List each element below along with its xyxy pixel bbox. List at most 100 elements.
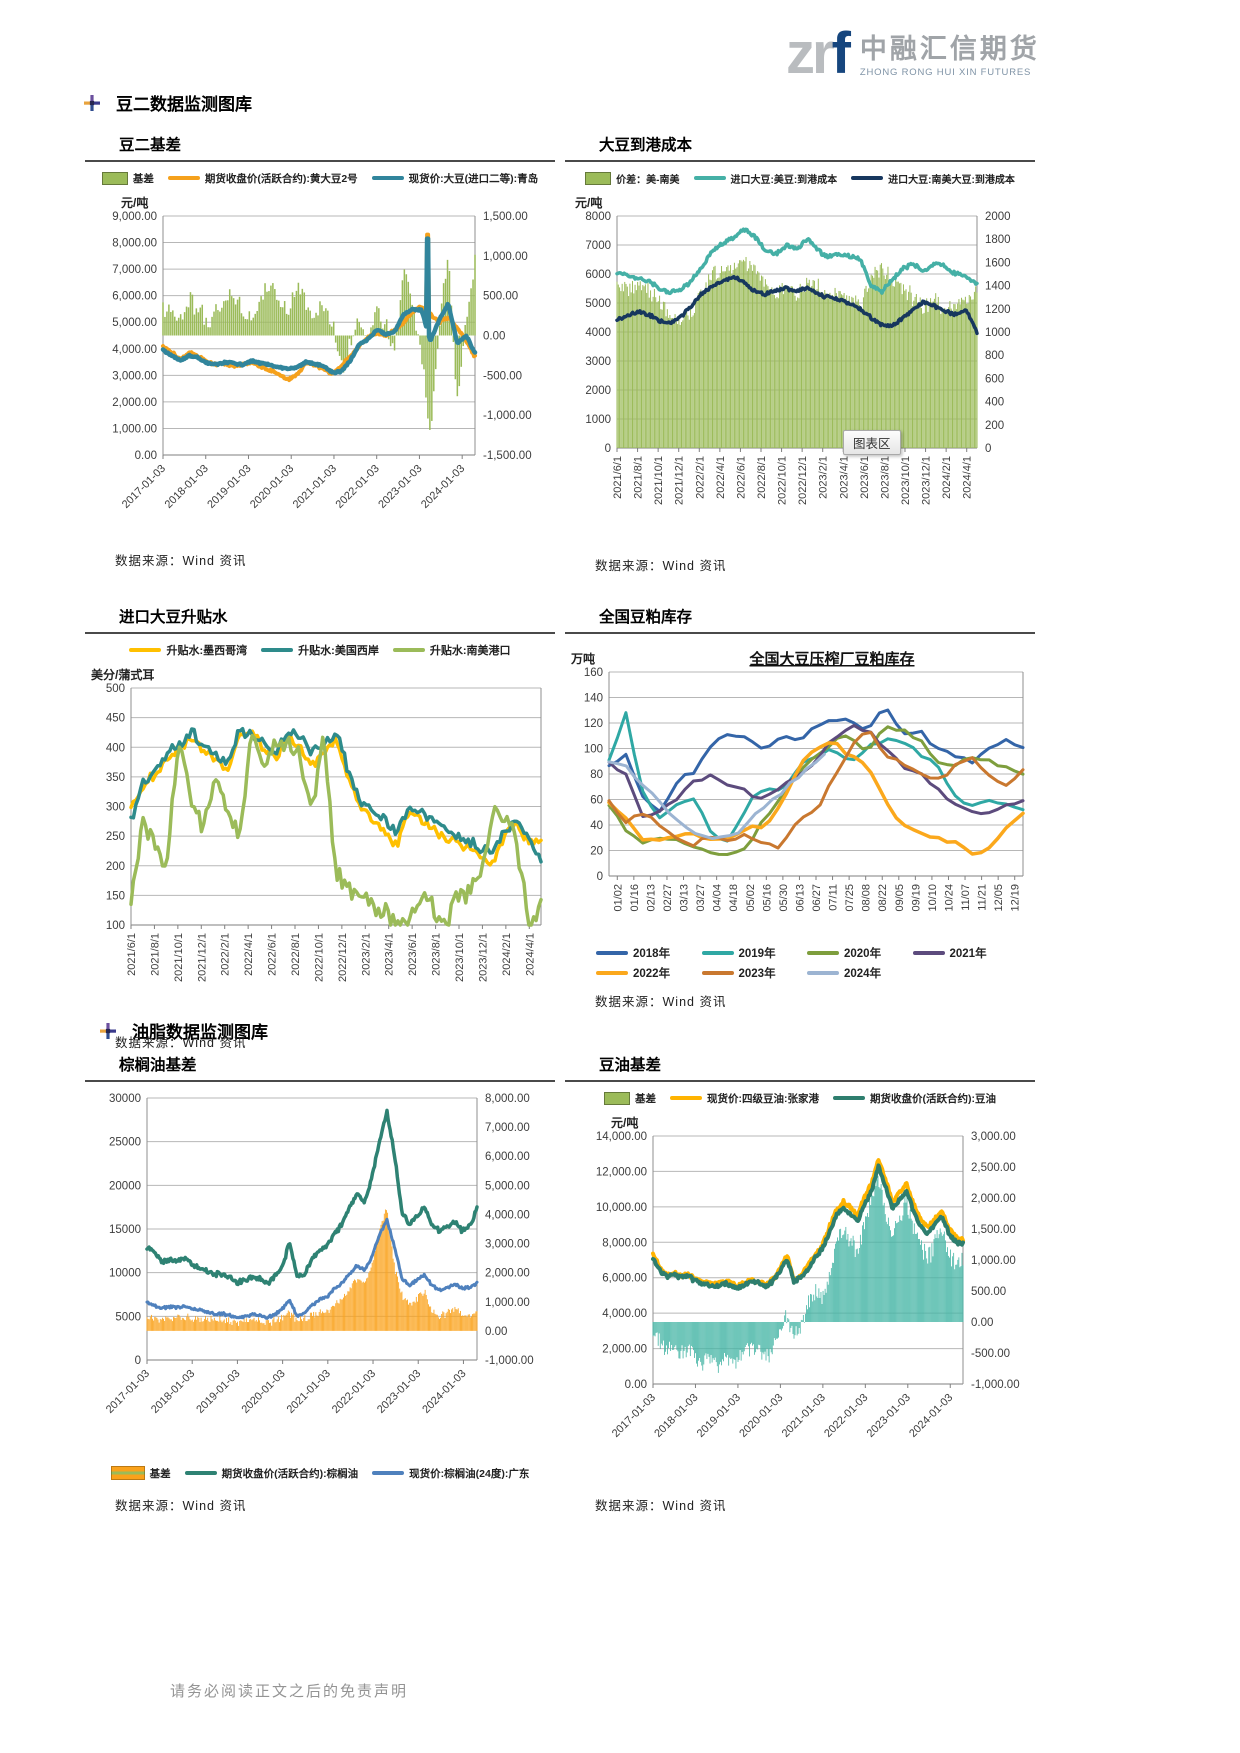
legend-item: 2022年 bbox=[596, 965, 688, 981]
svg-text:6000: 6000 bbox=[585, 269, 611, 281]
svg-text:2000: 2000 bbox=[985, 211, 1011, 223]
legend-item: 现货价:棕榈油(24度):广东 bbox=[372, 1466, 529, 1481]
chart-title: 棕榈油基差 bbox=[119, 1057, 197, 1074]
legend-swatch-icon bbox=[693, 176, 726, 180]
legend-label: 基差 bbox=[635, 1092, 656, 1105]
svg-text:07/25: 07/25 bbox=[844, 884, 856, 912]
svg-text:2024-01-03: 2024-01-03 bbox=[420, 1368, 468, 1416]
svg-text:2017-01-03: 2017-01-03 bbox=[120, 463, 168, 511]
svg-text:04/04: 04/04 bbox=[712, 884, 724, 912]
svg-text:2022/10/1: 2022/10/1 bbox=[313, 933, 325, 982]
svg-text:2021/10/1: 2021/10/1 bbox=[173, 933, 185, 982]
svg-text:600: 600 bbox=[985, 373, 1004, 385]
legend-item: 基差 bbox=[604, 1091, 656, 1106]
logo-zr: zr bbox=[786, 21, 835, 86]
svg-text:元/吨: 元/吨 bbox=[611, 1115, 638, 1130]
legend-item: 基差 bbox=[110, 1466, 171, 1481]
svg-text:2023/8/1: 2023/8/1 bbox=[879, 456, 891, 499]
svg-text:0.00: 0.00 bbox=[135, 450, 157, 462]
chart-title: 全国豆粕库存 bbox=[599, 609, 693, 626]
section-bullet-icon bbox=[84, 94, 100, 111]
legend-item: 2020年 bbox=[807, 945, 899, 961]
svg-text:8,000.00: 8,000.00 bbox=[112, 238, 157, 250]
svg-text:400: 400 bbox=[985, 397, 1004, 409]
legend-swatch-icon bbox=[807, 951, 839, 955]
chart-legend: 基差 现货价:四级豆油:张家港 期货收盘价(活跃合约):豆油 bbox=[565, 1086, 1035, 1110]
svg-text:40: 40 bbox=[590, 820, 603, 832]
svg-text:2,000.00: 2,000.00 bbox=[971, 1193, 1016, 1205]
svg-text:2023/4/1: 2023/4/1 bbox=[838, 456, 850, 499]
svg-text:0.00: 0.00 bbox=[483, 331, 505, 343]
legend-label: 2022年 bbox=[633, 968, 671, 980]
svg-text:10/10: 10/10 bbox=[927, 884, 939, 912]
svg-text:2019-01-03: 2019-01-03 bbox=[194, 1368, 242, 1416]
svg-text:2024-01-03: 2024-01-03 bbox=[907, 1392, 955, 1440]
disclaimer-note: 请务必阅读正文之后的免责声明 bbox=[170, 1683, 409, 1700]
legend-swatch-icon bbox=[670, 1096, 702, 1100]
chart-title: 进口大豆升贴水 bbox=[119, 609, 228, 626]
legend-label: 2019年 bbox=[738, 948, 776, 960]
svg-text:100: 100 bbox=[106, 920, 125, 932]
chart-block-dou2-basis: 豆二基差 基差 期货收盘价(活跃合约):黄大豆2号 现货价:大豆(进口二等):青岛 0… bbox=[85, 133, 555, 569]
legend-swatch-icon bbox=[596, 951, 628, 955]
legend-item: 现货价:大豆(进口二等):青岛 bbox=[371, 171, 538, 186]
legend-swatch-icon bbox=[604, 1091, 630, 1105]
svg-text:2023/12/1: 2023/12/1 bbox=[477, 933, 489, 982]
svg-text:2024/4/1: 2024/4/1 bbox=[524, 933, 536, 976]
svg-text:1,000.00: 1,000.00 bbox=[485, 1297, 530, 1309]
svg-text:5,000.00: 5,000.00 bbox=[112, 317, 157, 329]
svg-text:05/16: 05/16 bbox=[761, 884, 773, 912]
svg-text:2022-01-03: 2022-01-03 bbox=[822, 1392, 870, 1440]
svg-text:2023/12/1: 2023/12/1 bbox=[921, 456, 933, 505]
svg-text:20000: 20000 bbox=[109, 1180, 141, 1192]
svg-text:2023/8/1: 2023/8/1 bbox=[431, 933, 443, 976]
legend-item: 升贴水:美国西岸 bbox=[261, 642, 379, 658]
svg-text:2021-01-03: 2021-01-03 bbox=[291, 463, 339, 511]
svg-text:-1,000.00: -1,000.00 bbox=[485, 1355, 534, 1367]
svg-text:05/30: 05/30 bbox=[778, 884, 790, 912]
svg-text:2023/4/1: 2023/4/1 bbox=[384, 933, 396, 976]
svg-text:08/08: 08/08 bbox=[861, 884, 873, 912]
legend-label: 现货价:四级豆油:张家港 bbox=[707, 1092, 819, 1105]
title-rule bbox=[565, 1080, 1035, 1082]
svg-text:08/22: 08/22 bbox=[877, 884, 889, 912]
svg-text:6,000.00: 6,000.00 bbox=[485, 1151, 530, 1163]
svg-text:0: 0 bbox=[597, 871, 603, 883]
svg-text:全国大豆压榨厂豆粕库存: 全国大豆压榨厂豆粕库存 bbox=[748, 650, 914, 668]
source-note: 数据来源：Wind 资讯 bbox=[595, 995, 727, 1009]
legend-item: 期货收盘价(活跃合约):棕榈油 bbox=[184, 1466, 358, 1481]
title-rule bbox=[85, 160, 555, 162]
svg-text:0.00: 0.00 bbox=[971, 1317, 993, 1329]
legend-swatch-icon bbox=[129, 648, 162, 652]
legend-label: 升贴水:墨西哥湾 bbox=[166, 645, 248, 657]
legend-swatch-icon bbox=[851, 176, 884, 180]
svg-text:2018-01-03: 2018-01-03 bbox=[652, 1392, 700, 1440]
legend-item: 升贴水:南美港口 bbox=[392, 642, 511, 658]
svg-text:450: 450 bbox=[106, 713, 125, 725]
svg-text:2023/2/1: 2023/2/1 bbox=[360, 933, 372, 976]
svg-text:10/24: 10/24 bbox=[943, 884, 955, 912]
svg-text:20: 20 bbox=[590, 846, 603, 858]
brand-name-en: ZHONG RONG HUI XIN FUTURES bbox=[859, 67, 1032, 78]
svg-text:200: 200 bbox=[106, 861, 125, 873]
svg-text:2024/2/1: 2024/2/1 bbox=[941, 456, 953, 499]
svg-text:80: 80 bbox=[590, 769, 603, 781]
svg-text:2022/8/1: 2022/8/1 bbox=[290, 933, 302, 976]
legend-swatch-icon bbox=[372, 1471, 405, 1475]
svg-text:2023-01-03: 2023-01-03 bbox=[865, 1392, 913, 1440]
chart-dou2-basis: 基差 期货收盘价(活跃合约):黄大豆2号 现货价:大豆(进口二等):青岛 0.00 1,… bbox=[85, 166, 555, 540]
svg-text:06/13: 06/13 bbox=[794, 884, 806, 912]
svg-text:1000: 1000 bbox=[585, 414, 611, 426]
legend-item: 2024年 bbox=[807, 965, 899, 981]
svg-text:2023/10/1: 2023/10/1 bbox=[454, 933, 466, 982]
legend-label: 期货收盘价(活跃合约):黄大豆2号 bbox=[204, 172, 358, 185]
svg-text:2023-01-03: 2023-01-03 bbox=[375, 1368, 423, 1416]
svg-text:2022/6/1: 2022/6/1 bbox=[267, 933, 279, 976]
svg-text:-1,000.00: -1,000.00 bbox=[483, 410, 532, 422]
svg-text:06/27: 06/27 bbox=[811, 884, 823, 912]
chart-legend: 2018年 2019年 2020年 2021年 2022年 2023年 2024年 bbox=[596, 945, 1004, 981]
legend-item: 现货价:四级豆油:张家港 bbox=[670, 1091, 819, 1106]
legend-swatch-icon bbox=[261, 648, 294, 652]
